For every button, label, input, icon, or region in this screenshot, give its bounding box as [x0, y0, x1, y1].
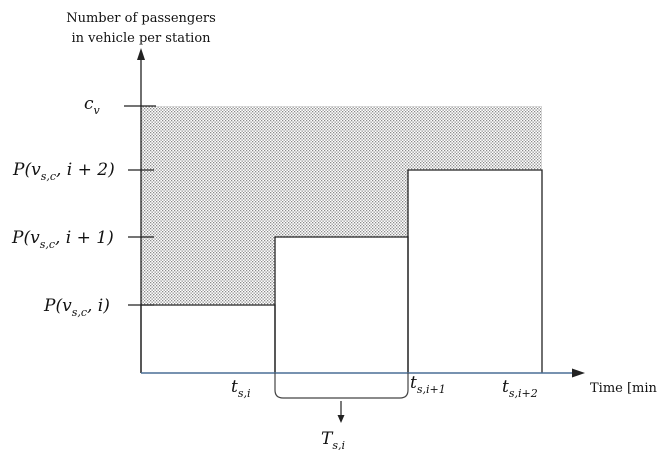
label-interval-T: Ts,i [321, 429, 345, 450]
y-axis-title-line1: Number of passengers [66, 11, 216, 26]
bar-station-i1 [274, 236, 409, 373]
label-p-i: P(vs,c, i) [43, 296, 110, 319]
x-axis-arrowhead [572, 368, 585, 378]
x-axis-title: Time [min] [590, 381, 657, 396]
label-t-s-i2: ts,i+2 [502, 377, 538, 400]
interval-bracket [274, 373, 409, 399]
label-p-i2: P(vs,c, i + 2) [12, 160, 115, 183]
bar-station-i [140, 304, 276, 373]
interval-arrowhead [337, 415, 345, 423]
label-t-s-i: ts,i [231, 377, 251, 400]
spare-capacity-shading [141, 106, 542, 305]
bar-station-i2 [407, 169, 543, 373]
label-p-i1: P(vs,c, i + 1) [11, 228, 114, 251]
label-capacity: cv [84, 94, 101, 117]
y-axis-title-line2: in vehicle per station [71, 31, 211, 46]
y-axis-arrowhead [137, 48, 145, 60]
label-t-s-i1: ts,i+1 [410, 373, 446, 396]
